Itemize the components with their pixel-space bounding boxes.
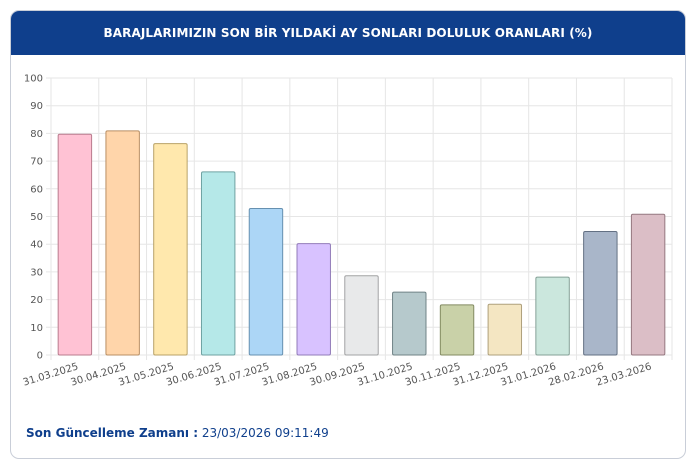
y-tick-label: 70 [30, 157, 43, 168]
bar [296, 243, 331, 356]
y-tick-label: 50 [30, 212, 43, 223]
x-tick-label: 23.03.2026 [595, 361, 653, 388]
chart-header: BARAJLARIMIZIN SON BİR YILDAKİ AY SONLAR… [11, 11, 685, 55]
bar [57, 133, 93, 356]
bar [105, 130, 140, 356]
bar-chart: 010203040506070809010031.03.202530.04.20… [22, 74, 673, 389]
bar [535, 276, 570, 356]
chart-title: BARAJLARIMIZIN SON BİR YILDAKİ AY SONLAR… [103, 26, 593, 40]
bar [630, 213, 666, 356]
last-update-label: Son Güncelleme Zamanı : [26, 426, 199, 440]
y-tick-label: 100 [24, 74, 43, 85]
last-update-value: 23/03/2026 09:11:49 [201, 426, 329, 440]
y-tick-label: 10 [30, 323, 43, 334]
last-update: Son Güncelleme Zamanı : 23/03/2026 09:11… [26, 426, 329, 440]
y-tick-label: 0 [37, 351, 43, 362]
chart-card: BARAJLARIMIZIN SON BİR YILDAKİ AY SONLAR… [10, 10, 686, 459]
bar [439, 304, 475, 356]
y-tick-label: 30 [30, 267, 43, 278]
bar [344, 275, 379, 356]
bar [392, 291, 427, 356]
y-tick-label: 20 [30, 295, 43, 306]
y-tick-label: 80 [30, 129, 43, 140]
bar [248, 207, 284, 356]
bar [487, 303, 523, 356]
bar [153, 143, 188, 356]
bar [200, 171, 236, 356]
y-tick-label: 90 [30, 101, 43, 112]
y-tick-label: 60 [30, 184, 43, 195]
y-tick-label: 40 [30, 240, 43, 251]
bar [583, 230, 618, 356]
